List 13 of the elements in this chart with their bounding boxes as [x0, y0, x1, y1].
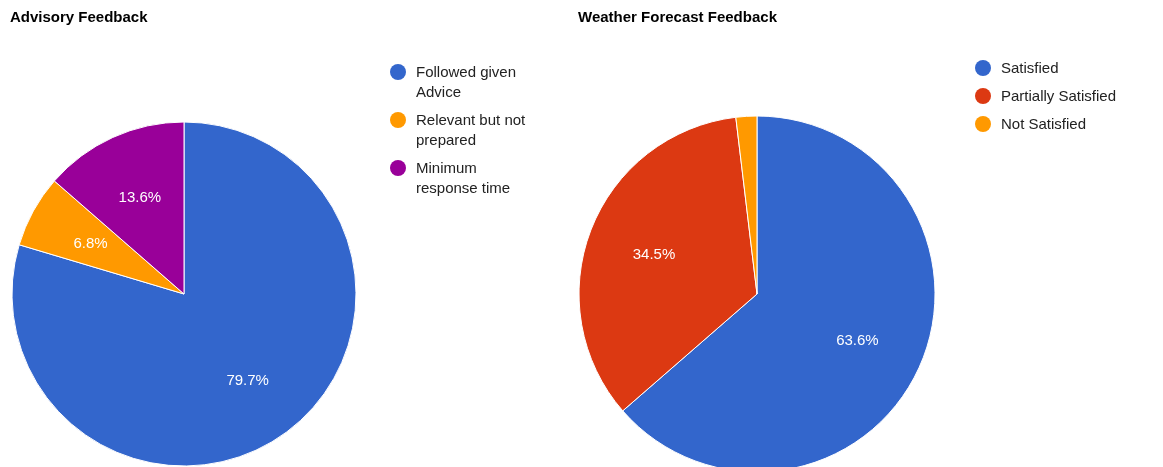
data-label: 63.6% — [836, 330, 879, 348]
chart-title: Weather Forecast Feedback — [578, 8, 778, 25]
data-label: 13.6% — [118, 187, 162, 205]
data-label: 79.7% — [226, 370, 269, 388]
data-label: 34.5% — [632, 245, 676, 263]
legend-label: Relevant but not prepared — [416, 111, 527, 148]
legend-label: Minimum response time — [416, 159, 511, 196]
legend-label: Partially Satisfied — [1001, 87, 1117, 104]
chart-title: Advisory Feedback — [10, 8, 149, 25]
legend-label: Satisfied — [1001, 59, 1059, 76]
legend-label: Not Satisfied — [1001, 115, 1087, 132]
legend-label: Followed given Advice — [416, 63, 517, 100]
data-label: 6.8% — [73, 233, 108, 251]
